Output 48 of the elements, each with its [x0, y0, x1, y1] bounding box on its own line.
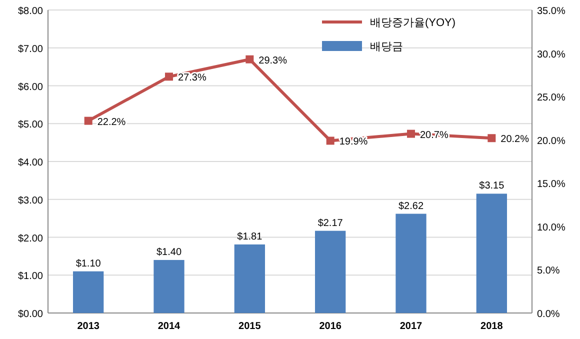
data-label: 19.9%: [339, 136, 368, 148]
legend-label: 배당증가율(YOY): [370, 17, 456, 29]
legend-label: 배당금: [370, 41, 403, 53]
y-tick-label: $1.00: [18, 271, 44, 282]
y2-tick-label: 15.0%: [537, 179, 566, 190]
x-tick-label: 2016: [319, 321, 342, 332]
y2-tick-label: 5.0%: [537, 266, 560, 277]
data-label: 29.3%: [258, 55, 288, 66]
x-tick-label: 2018: [480, 321, 504, 332]
y2-tick-label: 35.0%: [537, 6, 566, 17]
point: [488, 134, 496, 142]
data-label: $2.62: [398, 200, 424, 212]
bar: [315, 230, 346, 313]
bar: [73, 271, 104, 313]
y-tick-label: $7.00: [18, 44, 44, 55]
bar: [396, 214, 426, 313]
point: [326, 136, 334, 145]
y-tick-label: $6.00: [18, 82, 44, 93]
data-label: 20.2%: [500, 134, 530, 146]
bar: [476, 194, 507, 313]
bar: [154, 260, 184, 313]
y2-tick-label: 20.0%: [537, 136, 566, 147]
y-tick-label: $2.00: [18, 233, 44, 244]
bar: [234, 244, 265, 313]
x-tick-label: 2014: [158, 321, 181, 332]
data-label: $2.17: [318, 218, 344, 229]
y2-tick-label: 0.0%: [537, 309, 560, 320]
data-label: 22.2%: [97, 116, 126, 128]
y-tick-label: $5.00: [18, 120, 44, 131]
y2-tick-label: 10.0%: [537, 222, 566, 234]
point: [246, 55, 254, 64]
point: [165, 72, 173, 81]
y-tick-label: $8.00: [18, 6, 44, 17]
y2-tick-label: 25.0%: [537, 92, 566, 104]
y-tick-label: $4.00: [18, 158, 44, 168]
point: [84, 116, 92, 125]
y2-tick-label: 30.0%: [537, 49, 566, 60]
y-tick-label: $0.00: [18, 309, 44, 320]
data-label: $1.81: [237, 231, 263, 242]
data-label: $1.10: [76, 258, 102, 270]
point: [407, 130, 415, 138]
x-tick-label: 2017: [400, 321, 423, 332]
data-label: $3.15: [479, 180, 505, 192]
data-label: 27.3%: [178, 72, 206, 84]
y-tick-label: $3.00: [18, 195, 44, 206]
x-tick-label: 2013: [77, 321, 100, 332]
x-tick-label: 2015: [238, 321, 262, 332]
data-label: $1.40: [156, 246, 182, 258]
